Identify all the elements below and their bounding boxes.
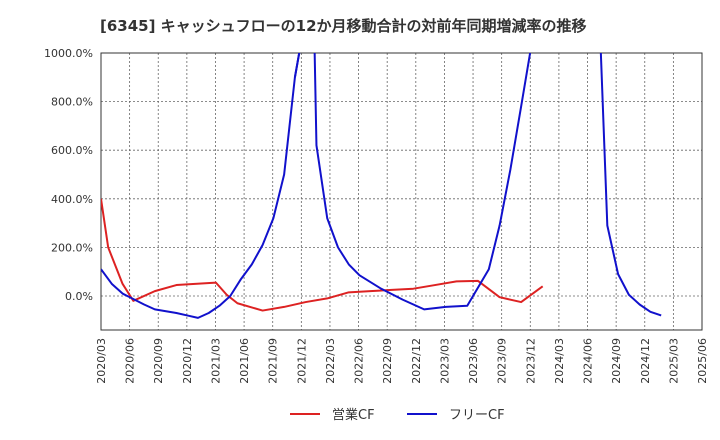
chart-title: [6345] キャッシュフローの12か月移動合計の対前年同期増減率の推移: [100, 17, 587, 35]
x-tick-label: 2020/03: [95, 338, 108, 384]
operating-cf-line: [101, 198, 544, 312]
series-layer: [101, 53, 662, 319]
y-tick-label: 800.0%: [51, 96, 93, 109]
x-tick-label: 2025/06: [696, 338, 709, 384]
y-tick-label: 0.0%: [65, 290, 93, 303]
plot-border: [100, 52, 703, 331]
x-tick-label: 2024/12: [639, 338, 652, 384]
y-tick-label: 1000.0%: [44, 47, 93, 60]
free-cf-line-segment: [599, 53, 662, 317]
x-tick-label: 2024/06: [582, 338, 595, 384]
y-tick-label: 400.0%: [51, 193, 93, 206]
x-tick-label: 2022/09: [381, 338, 394, 384]
x-tick-label: 2020/12: [181, 338, 194, 384]
legend-label-free-cf: フリーCF: [449, 408, 505, 423]
x-tick-label: 2021/12: [295, 338, 308, 384]
free-cf-line-segment: [293, 53, 301, 78]
x-tick-label: 2024/03: [553, 338, 566, 384]
x-tick-label: 2025/03: [667, 338, 680, 384]
legend-label-operating-cf: 営業CF: [332, 407, 375, 423]
x-tick-label: 2020/06: [124, 338, 137, 384]
x-tick-label: 2023/06: [467, 338, 480, 384]
x-tick-label: 2023/03: [438, 338, 451, 384]
x-tick-label: 2022/06: [353, 338, 366, 384]
legend: 営業CF フリーCF: [290, 407, 505, 423]
free-cf-line-segment: [313, 53, 532, 311]
x-tick-label: 2021/06: [238, 338, 251, 384]
y-tick-label: 600.0%: [51, 144, 93, 157]
axis-layer: 0.0% 200.0% 400.0% 600.0% 800.0% 1000.0% 2020/…: [44, 47, 709, 384]
x-tick-label: 2022/12: [410, 338, 423, 384]
x-tick-label: 2020/09: [152, 338, 165, 384]
x-tick-label: 2023/12: [524, 338, 537, 384]
y-tick-label: 200.0%: [51, 241, 93, 254]
x-tick-label: 2021/03: [209, 338, 222, 384]
free-cf-line: [101, 53, 301, 319]
x-tick-label: 2024/09: [610, 338, 623, 384]
x-tick-label: 2021/09: [267, 338, 280, 384]
x-tick-label: 2022/03: [324, 338, 337, 384]
x-tick-label: 2023/09: [496, 338, 509, 384]
